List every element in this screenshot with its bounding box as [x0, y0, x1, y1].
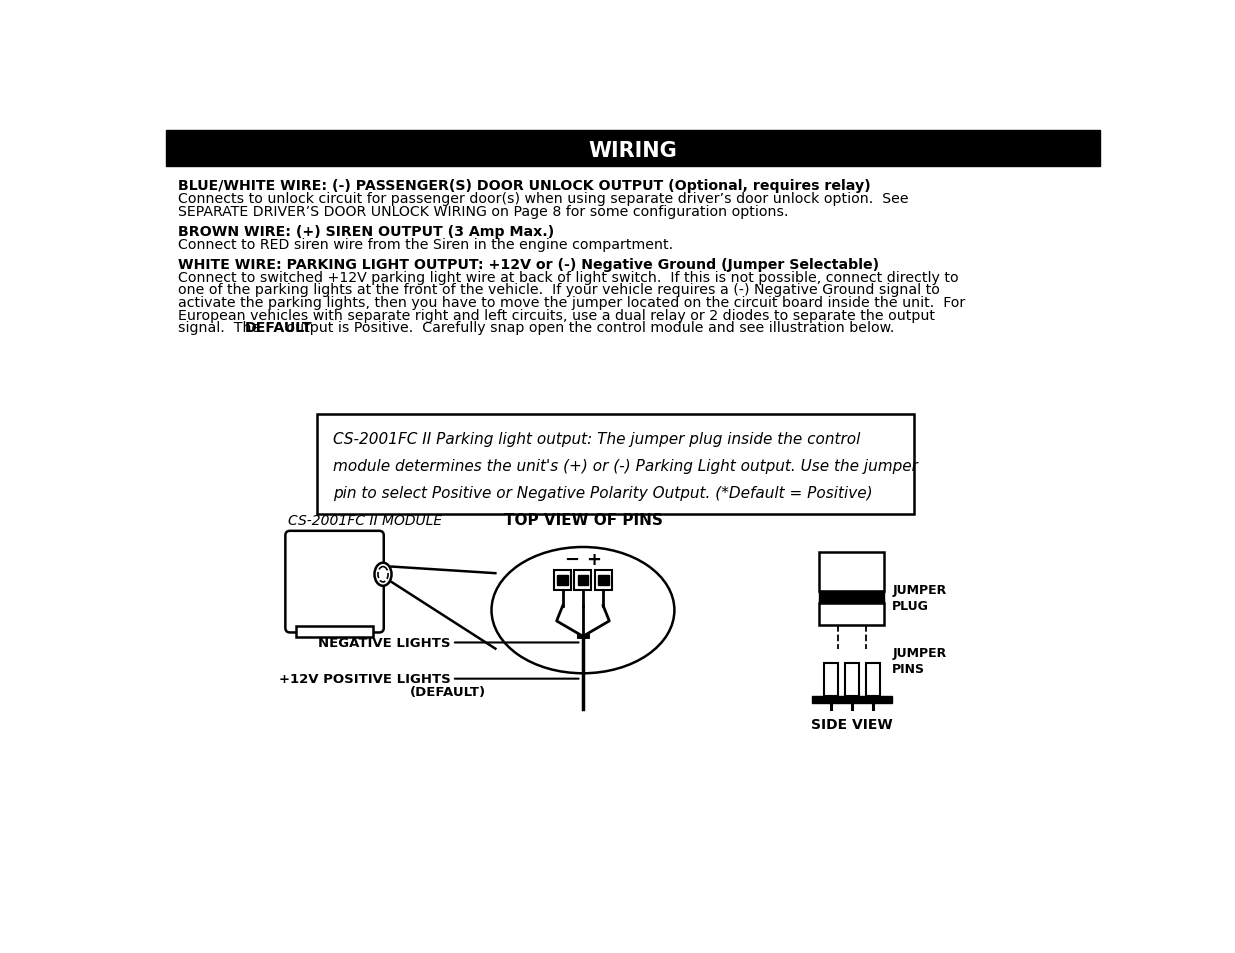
Text: SIDE VIEW: SIDE VIEW [811, 718, 893, 731]
Bar [824, 663, 839, 696]
Bar [296, 627, 373, 638]
Text: +: + [587, 550, 601, 568]
Bar [819, 591, 884, 603]
Bar [811, 696, 892, 703]
Text: (DEFAULT): (DEFAULT) [410, 685, 487, 699]
Text: NEGATIVE LIGHTS: NEGATIVE LIGHTS [317, 637, 451, 649]
Bar [165, 132, 1100, 167]
Text: WHITE WIRE: PARKING LIGHT OUTPUT: +12V or (-) Negative Ground (Jumper Selectable: WHITE WIRE: PARKING LIGHT OUTPUT: +12V o… [178, 257, 879, 272]
Text: Connect to RED siren wire from the Siren in the engine compartment.: Connect to RED siren wire from the Siren… [178, 237, 673, 252]
Text: JUMPER
PINS: JUMPER PINS [892, 647, 946, 676]
Text: Connects to unlock circuit for passenger door(s) when using separate driver’s do: Connects to unlock circuit for passenger… [178, 192, 908, 206]
Bar [557, 576, 568, 585]
Ellipse shape [374, 563, 391, 586]
Bar [819, 553, 884, 591]
Bar [317, 415, 914, 515]
Text: output is Positive.  Carefully snap open the control module and see illustration: output is Positive. Carefully snap open … [282, 321, 894, 335]
Bar [866, 663, 879, 696]
Text: WIRING: WIRING [588, 140, 677, 160]
Text: module determines the unit's (+) or (-) Parking Light output. Use the jumper: module determines the unit's (+) or (-) … [332, 458, 918, 474]
Bar [594, 571, 611, 591]
Text: −: − [564, 550, 579, 568]
Bar [598, 576, 609, 585]
Ellipse shape [378, 567, 388, 582]
Bar [578, 576, 588, 585]
Bar [574, 571, 592, 591]
FancyBboxPatch shape [285, 531, 384, 633]
Text: BLUE/WHITE WIRE: (-) PASSENGER(S) DOOR UNLOCK OUTPUT (Optional, requires relay): BLUE/WHITE WIRE: (-) PASSENGER(S) DOOR U… [178, 179, 871, 193]
Text: activate the parking lights, then you have to move the jumper located on the cir: activate the parking lights, then you ha… [178, 295, 965, 310]
Bar [555, 571, 572, 591]
Text: SEPARATE DRIVER’S DOOR UNLOCK WIRING on Page 8 for some configuration options.: SEPARATE DRIVER’S DOOR UNLOCK WIRING on … [178, 204, 788, 218]
Text: one of the parking lights at the front of the vehicle.  If your vehicle requires: one of the parking lights at the front o… [178, 283, 940, 297]
Text: DEFAULT: DEFAULT [245, 321, 312, 335]
Text: BROWN WIRE: (+) SIREN OUTPUT (3 Amp Max.): BROWN WIRE: (+) SIREN OUTPUT (3 Amp Max.… [178, 225, 553, 238]
Text: CS-2001FC II Parking light output: The jumper plug inside the control: CS-2001FC II Parking light output: The j… [332, 432, 860, 446]
Text: pin to select Positive or Negative Polarity Output. (*Default = Positive): pin to select Positive or Negative Polar… [332, 485, 872, 500]
Text: JUMPER
PLUG: JUMPER PLUG [892, 583, 946, 612]
Text: TOP VIEW OF PINS: TOP VIEW OF PINS [504, 513, 662, 527]
Text: CS-2001FC II MODULE: CS-2001FC II MODULE [288, 514, 442, 527]
Text: European vehicles with separate right and left circuits, use a dual relay or 2 d: European vehicles with separate right an… [178, 309, 935, 322]
Text: signal.  The: signal. The [178, 321, 264, 335]
Bar [819, 603, 884, 625]
Ellipse shape [492, 547, 674, 674]
Bar [845, 663, 858, 696]
Text: Connect to switched +12V parking light wire at back of light switch.  If this is: Connect to switched +12V parking light w… [178, 271, 958, 284]
Text: +12V POSITIVE LIGHTS: +12V POSITIVE LIGHTS [279, 673, 451, 685]
